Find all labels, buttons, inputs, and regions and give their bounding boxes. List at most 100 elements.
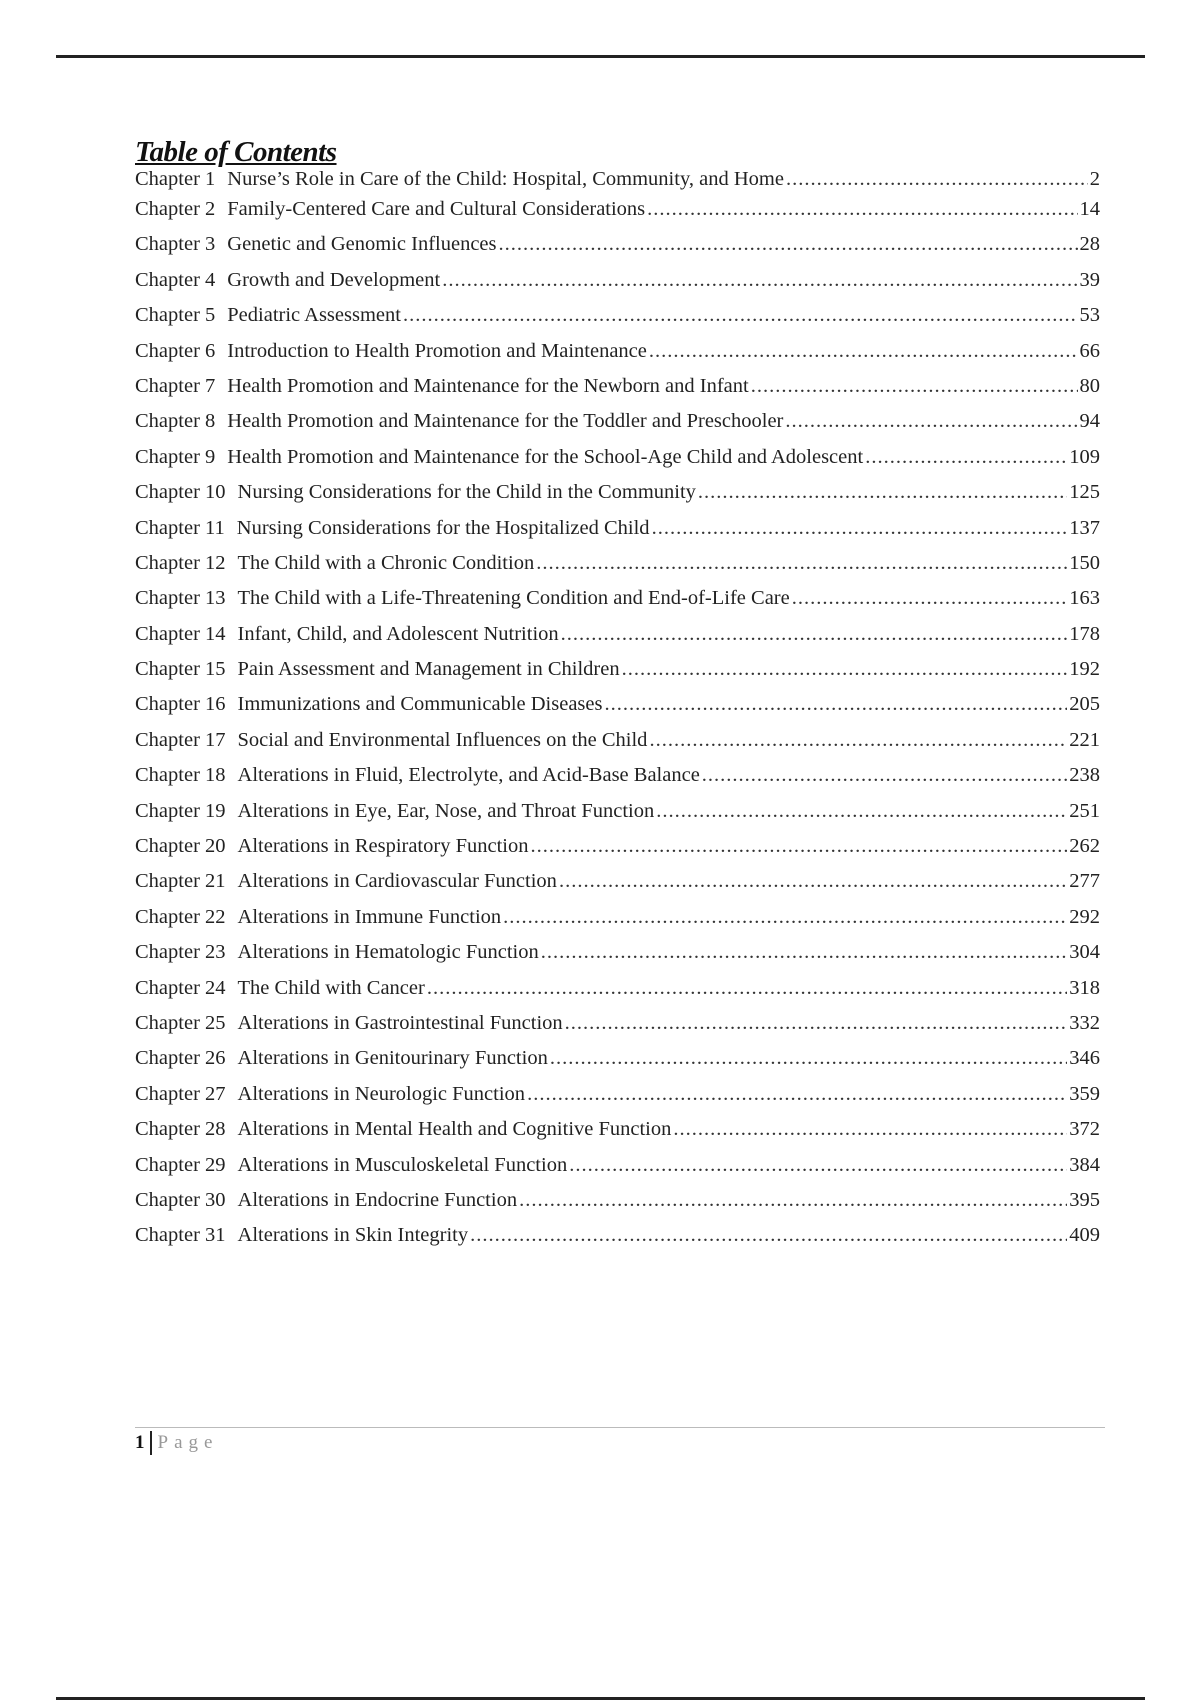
- toc-entry[interactable]: Chapter 14 Infant, Child, and Adolescent …: [135, 623, 1100, 658]
- chapter-label: Chapter 13: [135, 587, 226, 610]
- toc-entry[interactable]: Chapter 1 Nurse’s Role in Care of the Chi…: [135, 168, 1100, 198]
- chapter-page: 80: [1079, 374, 1101, 397]
- chapter-page: 2: [1089, 168, 1100, 190]
- toc-entry[interactable]: Chapter 31 Alterations in Skin Integrity 4…: [135, 1224, 1100, 1259]
- chapter-title[interactable]: Social and Environmental Influences on t…: [237, 728, 648, 751]
- chapter-title[interactable]: Growth and Development: [227, 268, 441, 291]
- table-of-contents: Table of Contents Chapter 1 Nurse’s Role …: [135, 136, 1100, 1260]
- toc-entry[interactable]: Chapter 28 Alterations in Mental Health a…: [135, 1118, 1100, 1153]
- toc-entry[interactable]: Chapter 16 Immunizations and Communicable…: [135, 693, 1100, 728]
- chapter-title[interactable]: The Child with Cancer: [237, 976, 425, 999]
- chapter-title[interactable]: Alterations in Fluid, Electrolyte, and A…: [237, 764, 700, 787]
- chapter-title[interactable]: Alterations in Immune Function: [237, 905, 502, 928]
- dot-leader: [698, 481, 1067, 504]
- chapter-title[interactable]: Nurse’s Role in Care of the Child: Hospi…: [227, 168, 784, 190]
- chapter-title[interactable]: Alterations in Endocrine Function: [237, 1188, 518, 1211]
- chapter-page: 109: [1069, 445, 1100, 468]
- chapter-title[interactable]: The Child with a Life-Threatening Condit…: [237, 587, 790, 610]
- toc-entry[interactable]: Chapter 19 Alterations in Eye, Ear, Nose,…: [135, 800, 1100, 835]
- chapter-title[interactable]: Nursing Considerations for the Child in …: [237, 481, 696, 504]
- chapter-page: 28: [1079, 233, 1101, 256]
- dot-leader: [569, 1154, 1067, 1177]
- chapter-title[interactable]: Alterations in Neurologic Function: [237, 1082, 526, 1105]
- chapter-title[interactable]: Health Promotion and Maintenance for the…: [227, 445, 864, 468]
- toc-entry[interactable]: Chapter 3 Genetic and Genomic Influences 2…: [135, 233, 1100, 268]
- chapter-page: 292: [1069, 905, 1100, 928]
- dot-leader: [403, 304, 1078, 327]
- toc-entry[interactable]: Chapter 13 The Child with a Life-Threaten…: [135, 587, 1100, 622]
- toc-entry[interactable]: Chapter 29 Alterations in Musculoskeletal…: [135, 1154, 1100, 1189]
- chapter-page: 221: [1069, 728, 1100, 751]
- chapter-label: Chapter 21: [135, 870, 226, 893]
- toc-entry[interactable]: Chapter 23 Alterations in Hematologic Fun…: [135, 941, 1100, 976]
- footer-rule: [135, 1427, 1105, 1428]
- toc-entry[interactable]: Chapter 27 Alterations in Neurologic Func…: [135, 1083, 1100, 1118]
- chapter-label: Chapter 5: [135, 304, 216, 327]
- dot-leader: [673, 1118, 1067, 1141]
- chapter-title[interactable]: Alterations in Musculoskeletal Function: [237, 1153, 568, 1176]
- chapter-title[interactable]: Alterations in Gastrointestinal Function: [237, 1011, 563, 1034]
- chapter-title[interactable]: Alterations in Hematologic Function: [237, 941, 539, 964]
- toc-entry[interactable]: Chapter 18 Alterations in Fluid, Electrol…: [135, 764, 1100, 799]
- toc-entry[interactable]: Chapter 17 Social and Environmental Influ…: [135, 729, 1100, 764]
- chapter-title[interactable]: Family-Centered Care and Cultural Consid…: [227, 198, 646, 220]
- toc-entry[interactable]: Chapter 26 Alterations in Genitourinary F…: [135, 1047, 1100, 1082]
- chapter-label: Chapter 15: [135, 658, 226, 681]
- toc-entry[interactable]: Chapter 30 Alterations in Endocrine Funct…: [135, 1189, 1100, 1224]
- toc-entry[interactable]: Chapter 7 Health Promotion and Maintenanc…: [135, 375, 1100, 410]
- chapter-title[interactable]: Immunizations and Communicable Diseases: [237, 693, 603, 716]
- chapter-title[interactable]: Alterations in Respiratory Function: [237, 835, 529, 858]
- toc-entry[interactable]: Chapter 15 Pain Assessment and Management…: [135, 658, 1100, 693]
- chapter-label: Chapter 10: [135, 481, 226, 504]
- chapter-title[interactable]: Pain Assessment and Management in Childr…: [237, 658, 620, 681]
- toc-entry[interactable]: Chapter 6 Introduction to Health Promotio…: [135, 340, 1100, 375]
- chapter-title[interactable]: Health Promotion and Maintenance for the…: [227, 374, 749, 397]
- chapter-page: 205: [1069, 693, 1100, 716]
- chapter-title[interactable]: The Child with a Chronic Condition: [237, 551, 535, 574]
- toc-entry[interactable]: Chapter 12 The Child with a Chronic Condi…: [135, 552, 1100, 587]
- chapter-title[interactable]: Alterations in Mental Health and Cogniti…: [237, 1118, 672, 1141]
- chapter-title[interactable]: Alterations in Skin Integrity: [237, 1224, 469, 1247]
- bottom-rule: [56, 1697, 1145, 1700]
- chapter-page: 137: [1069, 516, 1100, 539]
- dot-leader: [427, 977, 1067, 1000]
- dot-leader: [649, 340, 1078, 363]
- chapter-title[interactable]: Genetic and Genomic Influences: [227, 233, 497, 256]
- toc-entry[interactable]: Chapter 5 Pediatric Assessment 53: [135, 304, 1100, 339]
- chapter-page: 94: [1079, 410, 1101, 433]
- page-number: 1: [135, 1432, 145, 1453]
- toc-entry[interactable]: Chapter 21 Alterations in Cardiovascular …: [135, 870, 1100, 905]
- dot-leader: [751, 375, 1078, 398]
- chapter-title[interactable]: Infant, Child, and Adolescent Nutrition: [237, 622, 559, 645]
- toc-entry[interactable]: Chapter 2 Family-Centered Care and Cultur…: [135, 198, 1100, 233]
- chapter-page: 125: [1069, 481, 1100, 504]
- chapter-page: 346: [1069, 1047, 1100, 1070]
- dot-leader: [652, 517, 1068, 540]
- chapter-title[interactable]: Pediatric Assessment: [227, 304, 401, 327]
- toc-entry[interactable]: Chapter 25 Alterations in Gastrointestina…: [135, 1012, 1100, 1047]
- chapter-page: 14: [1079, 198, 1101, 220]
- chapter-title[interactable]: Alterations in Eye, Ear, Nose, and Throa…: [237, 799, 655, 822]
- toc-entry[interactable]: Chapter 9 Health Promotion and Maintenanc…: [135, 446, 1100, 481]
- dot-leader: [792, 587, 1068, 610]
- chapter-label: Chapter 9: [135, 445, 216, 468]
- dot-leader: [647, 198, 1077, 221]
- dot-leader: [561, 623, 1068, 646]
- toc-entry[interactable]: Chapter 20 Alterations in Respiratory Fun…: [135, 835, 1100, 870]
- chapter-label: Chapter 24: [135, 976, 226, 999]
- toc-entry[interactable]: Chapter 22 Alterations in Immune Function…: [135, 906, 1100, 941]
- toc-entry[interactable]: Chapter 10 Nursing Considerations for the…: [135, 481, 1100, 516]
- chapter-page: 192: [1069, 658, 1100, 681]
- chapter-label: Chapter 7: [135, 374, 216, 397]
- chapter-title[interactable]: Health Promotion and Maintenance for the…: [227, 410, 784, 433]
- chapter-title[interactable]: Alterations in Cardiovascular Function: [237, 870, 557, 893]
- toc-entry[interactable]: Chapter 11 Nursing Considerations for the…: [135, 517, 1100, 552]
- toc-entry[interactable]: Chapter 4 Growth and Development 39: [135, 269, 1100, 304]
- toc-entry[interactable]: Chapter 8 Health Promotion and Maintenanc…: [135, 410, 1100, 445]
- chapter-title[interactable]: Alterations in Genitourinary Function: [237, 1047, 548, 1070]
- chapter-title[interactable]: Nursing Considerations for the Hospitali…: [236, 516, 650, 539]
- chapter-label: Chapter 11: [135, 516, 225, 539]
- chapter-label: Chapter 14: [135, 622, 226, 645]
- chapter-title[interactable]: Introduction to Health Promotion and Mai…: [227, 339, 647, 362]
- toc-entry[interactable]: Chapter 24 The Child with Cancer 318: [135, 977, 1100, 1012]
